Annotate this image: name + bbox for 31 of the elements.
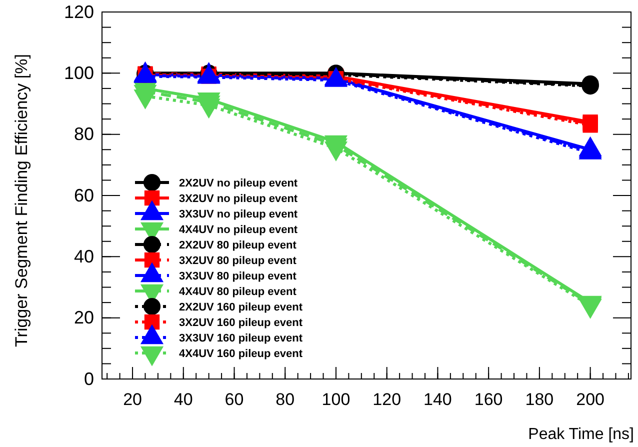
legend-label: 2X2UV 160 pileup event <box>179 302 303 314</box>
x-tick-label: 80 <box>276 390 295 410</box>
y-tick-label: 60 <box>74 185 94 206</box>
y-tick-label: 0 <box>84 368 94 389</box>
legend-label: 2X2UV no pileup event <box>179 178 298 190</box>
y-axis-title: Trigger Segment Finding Efficiency [%] <box>12 54 31 347</box>
legend-label: 3X2UV no pileup event <box>179 193 298 205</box>
x-tick-label: 40 <box>174 390 193 410</box>
x-tick-label: 60 <box>224 390 244 410</box>
x-tick-label: 160 <box>474 390 503 410</box>
legend-label: 3X2UV 80 pileup event <box>179 255 297 267</box>
legend-label: 3X3UV no pileup event <box>179 208 298 220</box>
y-tick-label: 40 <box>74 246 94 266</box>
legend-label: 2X2UV 80 pileup event <box>179 240 297 252</box>
y-tick-label: 80 <box>74 124 94 144</box>
x-tick-label: 200 <box>576 390 604 410</box>
legend-label: 3X3UV 80 pileup event <box>179 270 297 282</box>
legend-label: 4X4UV 80 pileup event <box>179 286 297 298</box>
legend-label: 4X4UV no pileup event <box>179 224 298 236</box>
y-tick-label: 20 <box>74 308 94 328</box>
y-tick-label: 120 <box>64 2 94 22</box>
x-tick-label: 140 <box>424 390 452 410</box>
x-tick-label: 180 <box>525 390 554 410</box>
x-tick-label: 20 <box>123 390 142 410</box>
legend-label: 3X3UV 160 pileup event <box>179 332 303 344</box>
x-axis-title: Peak Time [ns] <box>528 426 634 443</box>
legend-label: 3X2UV 160 pileup event <box>179 317 303 329</box>
legend-label: 4X4UV 160 pileup event <box>179 348 303 360</box>
y-tick-label: 100 <box>64 62 94 83</box>
x-tick-label: 120 <box>372 390 402 410</box>
x-tick-label: 100 <box>322 390 350 410</box>
